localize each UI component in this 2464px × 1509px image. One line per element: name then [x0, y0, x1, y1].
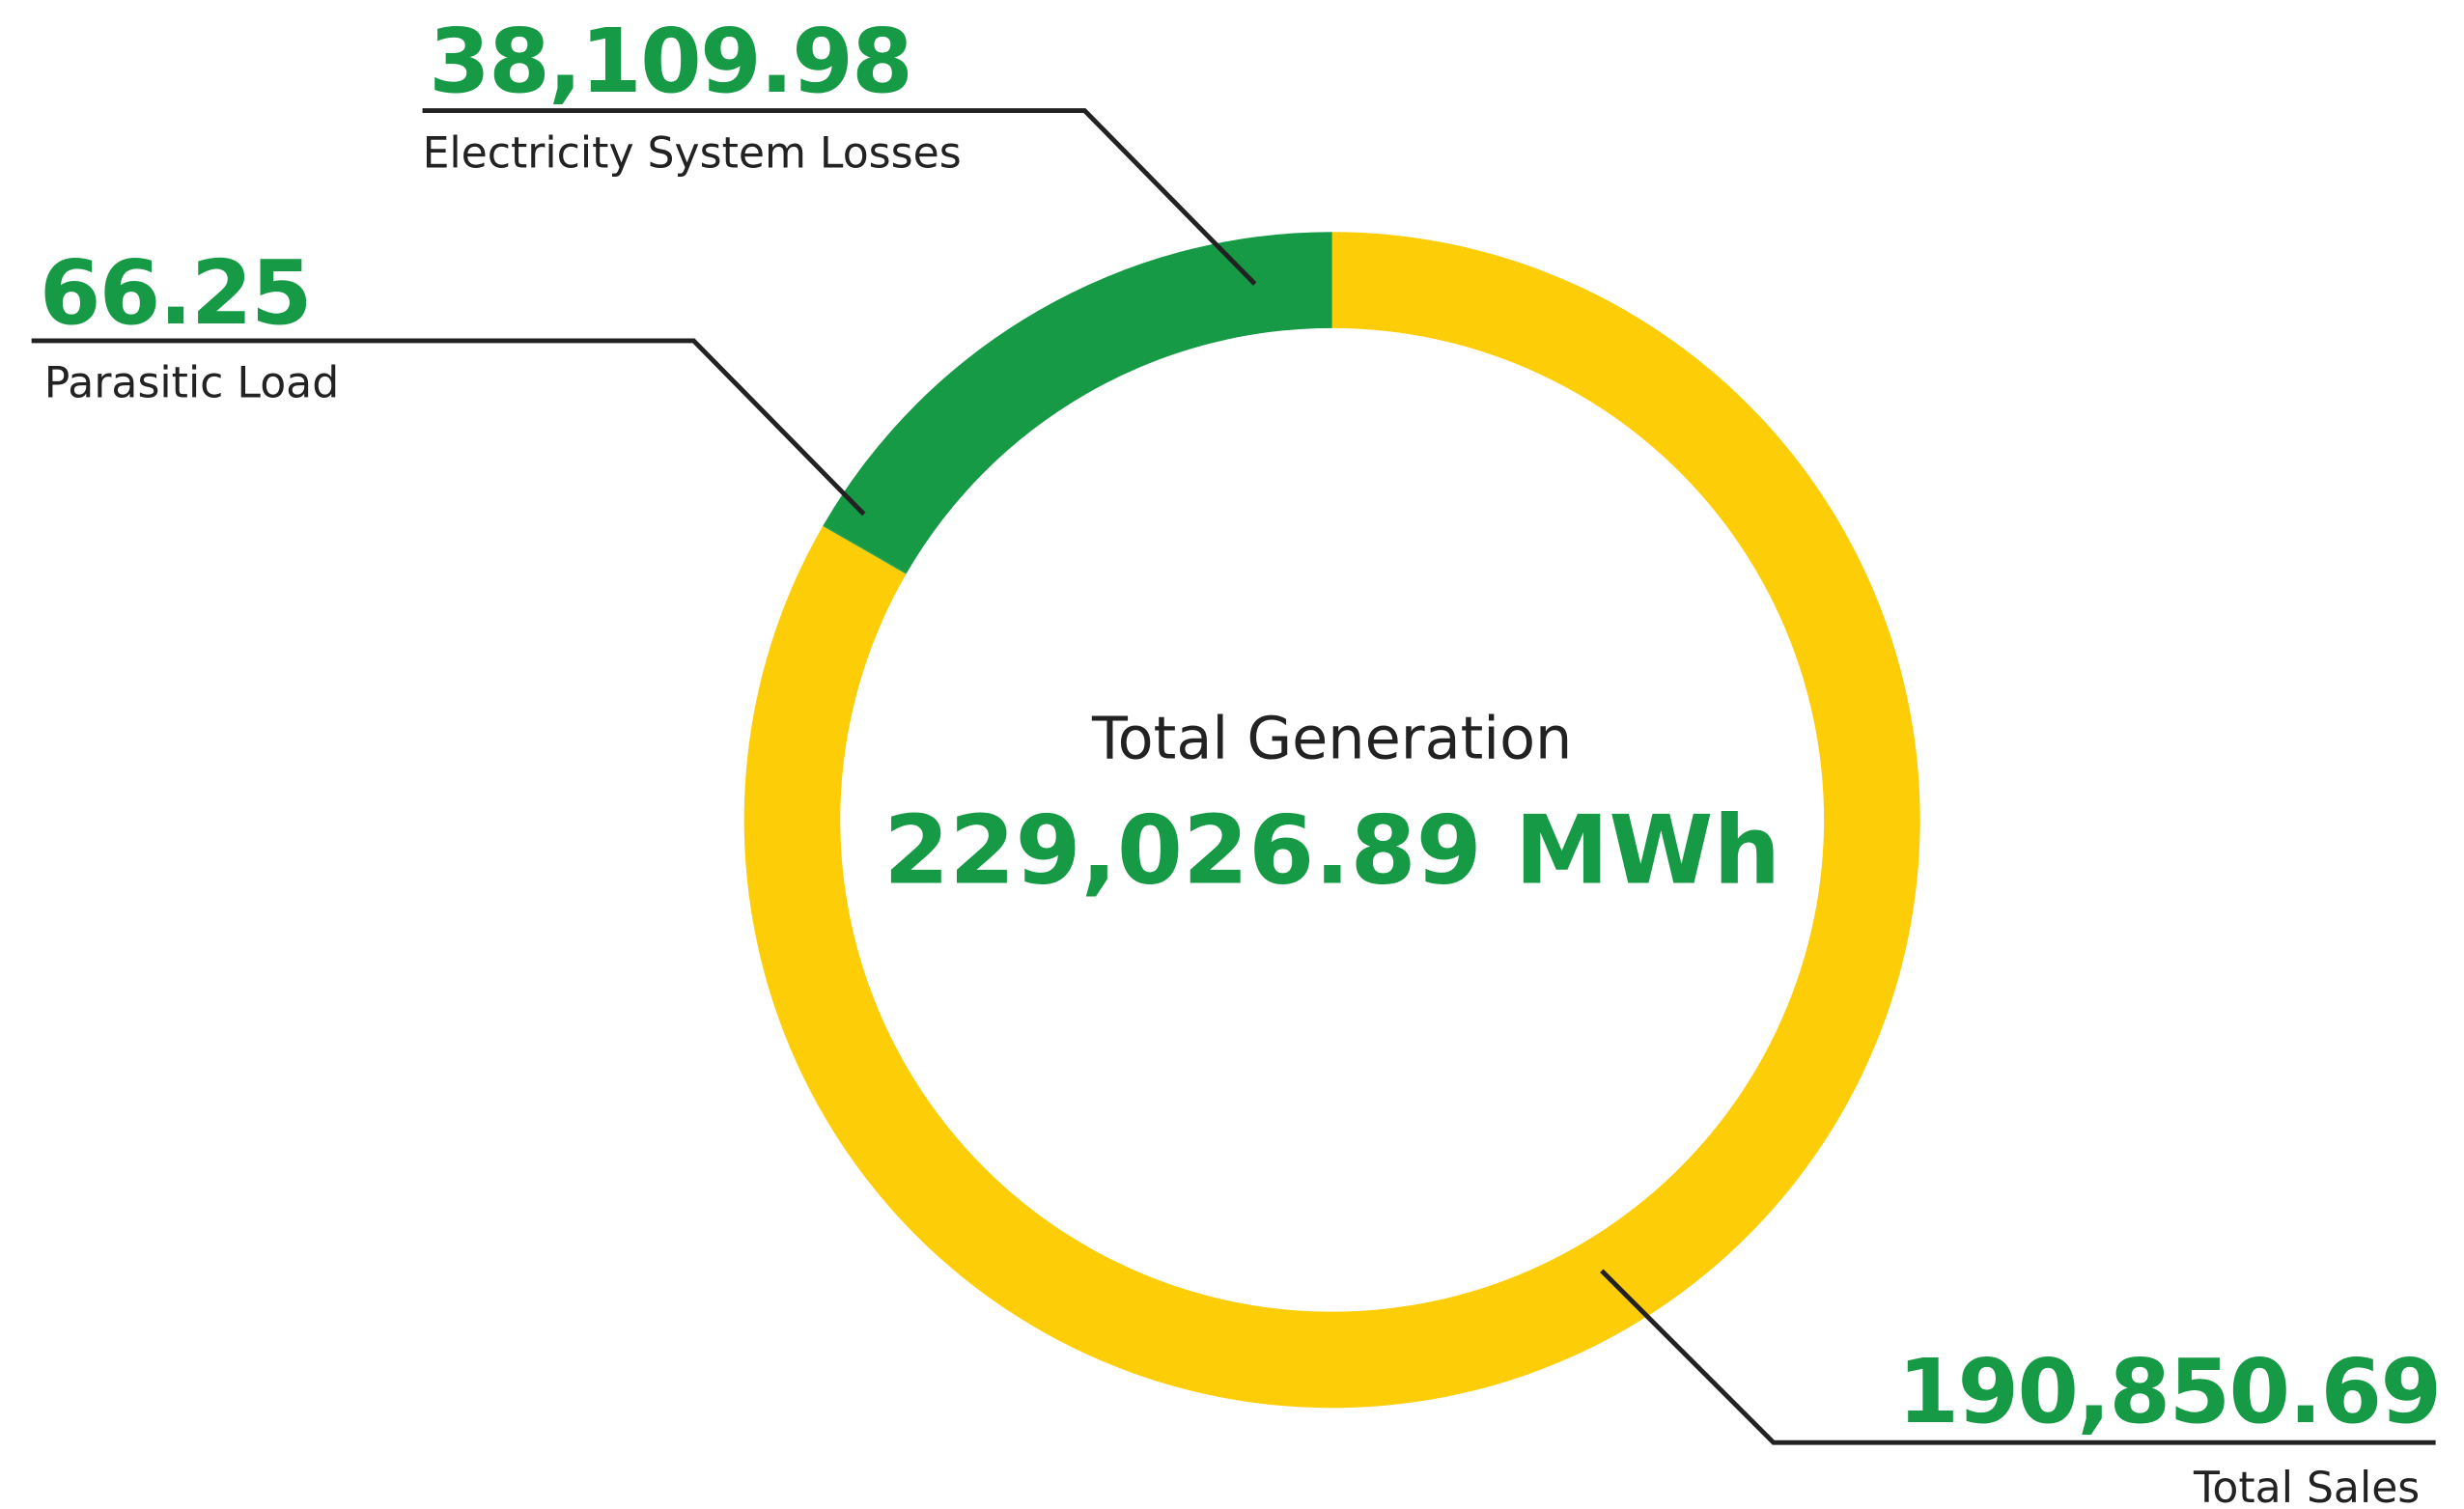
donut-slice — [823, 232, 1332, 573]
value-label: 38,109.98 — [429, 10, 911, 113]
value-label: 66.25 — [40, 241, 311, 345]
leader-line — [31, 338, 866, 517]
category-label: Electricity System Losses — [423, 128, 962, 178]
leader-line — [1600, 1269, 2436, 1445]
category-label: Parasitic Load — [44, 359, 339, 408]
leader-line — [422, 108, 1257, 286]
center-label: Total Generation — [1091, 706, 1572, 773]
category-label: Total Sales — [2193, 1464, 2420, 1509]
center-value: 229,026.89 MWh — [883, 796, 1780, 907]
donut-slice — [823, 524, 907, 574]
value-label: 190,850.69 — [1897, 1340, 2440, 1443]
